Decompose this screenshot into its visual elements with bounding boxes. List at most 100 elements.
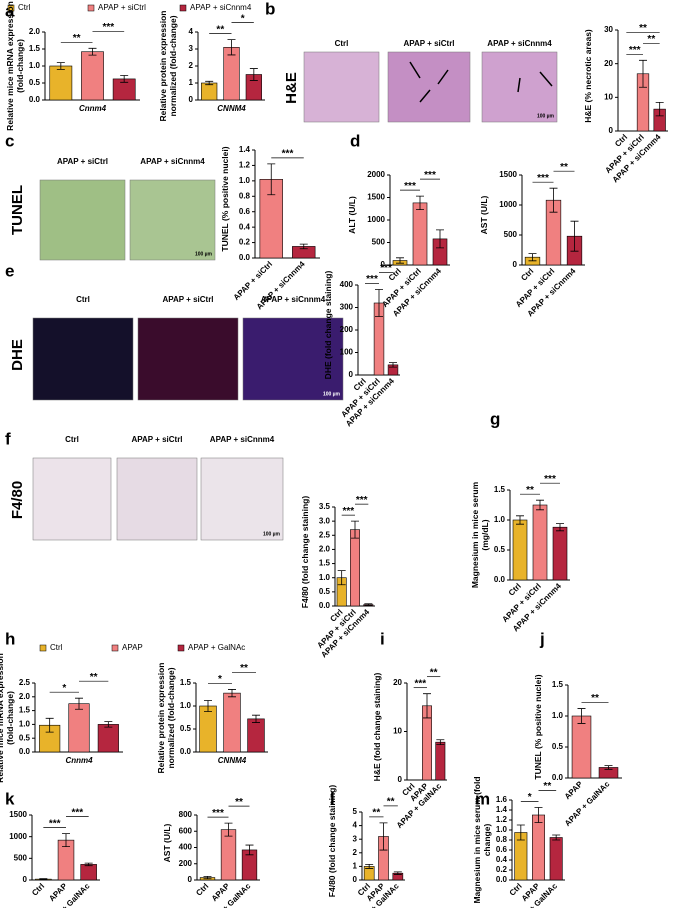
y-tick-label: 10 bbox=[393, 727, 402, 736]
scale-bar-label: 100 µm bbox=[263, 531, 281, 537]
y-tick-label: 1.5 bbox=[29, 44, 41, 53]
significance-label: *** bbox=[629, 45, 641, 56]
error-bar bbox=[337, 570, 346, 586]
y-axis-label: F4/80 (fold change staining) bbox=[300, 495, 310, 608]
error-bar bbox=[267, 163, 276, 196]
y-axis-label: DHE (fold change staining) bbox=[323, 270, 333, 380]
y-tick-label: 1500 bbox=[9, 810, 27, 819]
significance-label: *** bbox=[424, 170, 436, 181]
panel-letter: f bbox=[5, 429, 11, 448]
significance-label: *** bbox=[544, 474, 556, 485]
significance-label: *** bbox=[102, 22, 114, 33]
y-tick-label: 3.5 bbox=[319, 502, 331, 511]
y-tick-label: 0.0 bbox=[496, 875, 508, 884]
micrograph bbox=[387, 51, 471, 123]
error-bar bbox=[365, 863, 374, 869]
y-tick-label: 0.0 bbox=[494, 575, 506, 584]
panel-letter: b bbox=[265, 0, 275, 18]
panel-letter: d bbox=[350, 131, 360, 150]
micrograph bbox=[116, 457, 198, 541]
legend-label: APAP + siCnnm4 bbox=[190, 3, 252, 12]
y-axis-label: H&E (% necrotic areas) bbox=[583, 28, 593, 123]
y-tick-label: 0.0 bbox=[29, 95, 41, 104]
y-tick-label: 0.5 bbox=[552, 742, 564, 751]
image-caption: APAP + siCtrl bbox=[131, 435, 182, 444]
significance-label: *** bbox=[366, 274, 378, 285]
significance-label: ** bbox=[591, 693, 599, 704]
legend-swatch bbox=[39, 644, 47, 652]
stain-label: H&E bbox=[283, 72, 300, 104]
y-tick-label: 20 bbox=[604, 59, 613, 68]
y-tick-label: 0 bbox=[188, 875, 193, 884]
scale-bar-label: 100 µm bbox=[323, 391, 341, 397]
error-bar bbox=[577, 708, 586, 724]
significance-label: ** bbox=[235, 797, 243, 808]
bar bbox=[201, 82, 218, 101]
y-tick-label: 500 bbox=[372, 238, 386, 247]
significance-label: ** bbox=[560, 162, 568, 173]
legend-label: APAP bbox=[122, 643, 143, 652]
y-tick-label: 0.0 bbox=[319, 601, 331, 610]
error-bar bbox=[203, 875, 212, 880]
y-tick-label: 1500 bbox=[499, 170, 517, 179]
significance-label: * bbox=[218, 674, 222, 685]
error-bar bbox=[604, 765, 613, 770]
error-bar bbox=[534, 807, 543, 823]
panel-letter: j bbox=[539, 629, 545, 648]
y-tick-label: 2.0 bbox=[319, 545, 331, 554]
y-tick-label: 0 bbox=[609, 126, 614, 135]
error-bar bbox=[228, 689, 236, 698]
y-tick-label: 0.2 bbox=[239, 238, 251, 247]
y-tick-label: 1000 bbox=[9, 832, 27, 841]
y-tick-label: 1.0 bbox=[494, 515, 506, 524]
y-tick-label: 400 bbox=[340, 280, 354, 289]
significance-label: *** bbox=[414, 678, 426, 689]
y-tick-label: 1.5 bbox=[319, 559, 331, 568]
y-tick-label: 1.5 bbox=[494, 485, 506, 494]
image-caption: APAP + siCnnm4 bbox=[140, 157, 205, 166]
bar bbox=[49, 65, 73, 101]
y-tick-label: 1.2 bbox=[496, 815, 508, 824]
bar bbox=[223, 692, 241, 753]
y-tick-label: 0.0 bbox=[552, 773, 564, 782]
bar bbox=[97, 724, 119, 753]
panel-letter: g bbox=[490, 409, 500, 428]
error-bar bbox=[436, 229, 444, 249]
y-tick-label: 1.0 bbox=[239, 176, 251, 185]
bar bbox=[532, 504, 548, 581]
scale-bar-label: 100 µm bbox=[195, 251, 213, 257]
y-axis-label: Relative protein expression normalized (… bbox=[156, 662, 176, 774]
y-tick-label: 1.5 bbox=[19, 706, 31, 715]
image-caption: Ctrl bbox=[76, 295, 90, 304]
stain-label: TUNEL bbox=[9, 185, 26, 235]
arrow bbox=[409, 61, 421, 79]
y-tick-label: 10 bbox=[604, 92, 613, 101]
y-tick-label: 0.4 bbox=[496, 855, 508, 864]
error-bar bbox=[205, 80, 214, 86]
micrograph bbox=[303, 51, 380, 123]
stain-label: DHE bbox=[9, 339, 26, 371]
significance-label: ** bbox=[647, 34, 655, 45]
y-tick-label: 1000 bbox=[367, 215, 385, 224]
significance-label: ** bbox=[73, 33, 81, 44]
y-tick-label: 1.4 bbox=[239, 145, 251, 154]
y-tick-label: 1.0 bbox=[496, 825, 508, 834]
significance-label: ** bbox=[240, 663, 248, 674]
y-tick-label: 0.0 bbox=[19, 747, 31, 756]
arrow bbox=[539, 71, 553, 87]
y-tick-label: 1.2 bbox=[239, 161, 251, 170]
y-tick-label: 0.5 bbox=[319, 587, 331, 596]
legend-label: Ctrl bbox=[18, 3, 31, 12]
panel-letter: i bbox=[380, 629, 385, 648]
error-bar bbox=[556, 523, 564, 532]
y-tick-label: 30 bbox=[604, 25, 613, 34]
legend-label: APAP + siCtrl bbox=[98, 3, 146, 12]
y-tick-label: 3 bbox=[189, 44, 194, 53]
x-axis-label: Cnnm4 bbox=[65, 756, 93, 765]
y-tick-label: 0 bbox=[381, 260, 386, 269]
y-tick-label: 800 bbox=[179, 810, 193, 819]
y-tick-label: 1.0 bbox=[180, 701, 192, 710]
x-axis-label: Cnnm4 bbox=[79, 104, 107, 113]
